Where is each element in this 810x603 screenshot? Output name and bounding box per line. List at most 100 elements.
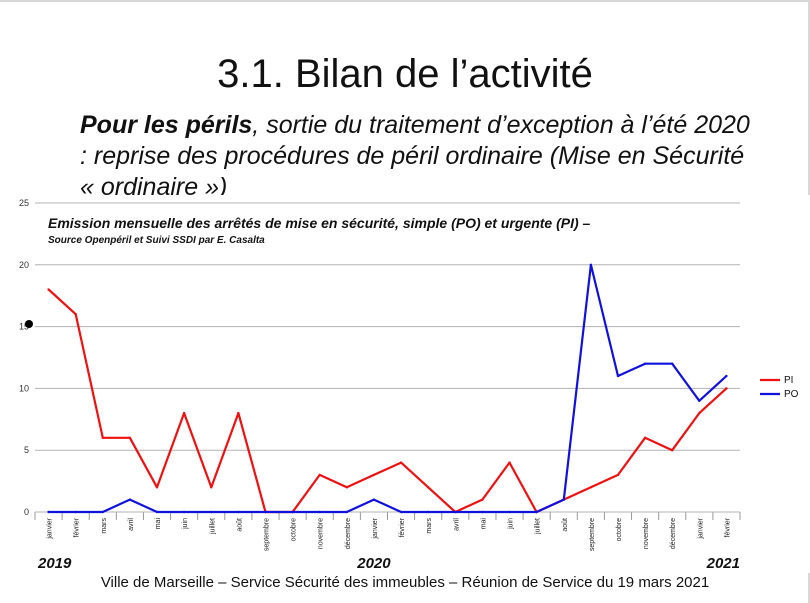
data-point-po	[454, 510, 457, 514]
data-point-po	[74, 510, 77, 514]
x-tick-label: février	[724, 517, 731, 537]
data-point-po	[616, 374, 620, 378]
data-point-po	[210, 510, 213, 514]
x-tick-label: août	[236, 518, 243, 532]
x-tick-label: novembre	[643, 518, 650, 549]
data-point-po	[589, 263, 593, 266]
chart-background	[0, 195, 810, 573]
data-point-pi	[47, 288, 50, 291]
data-point-po	[101, 510, 104, 514]
data-point-pi	[399, 461, 403, 464]
data-point-po	[535, 510, 538, 514]
data-point-po	[508, 510, 511, 514]
data-point-po	[318, 510, 321, 514]
data-point-pi	[698, 411, 701, 415]
x-tick-label: septembre	[589, 518, 596, 551]
x-tick-label: janvier	[697, 517, 704, 539]
x-tick-label: mars	[101, 518, 108, 534]
x-tick-label: juin	[182, 518, 189, 530]
data-point-pi	[426, 486, 430, 489]
data-point-pi	[74, 313, 77, 316]
x-tick-label: novembre	[318, 518, 325, 549]
x-tick-label: janvier	[47, 517, 54, 539]
x-tick-label: avril	[453, 518, 460, 531]
data-point-pi	[237, 411, 240, 415]
y-tick-label: 20	[19, 260, 29, 270]
data-point-po	[345, 510, 349, 514]
x-tick-label: août	[562, 518, 569, 532]
data-point-pi	[508, 461, 511, 464]
x-tick-label: janvier	[372, 517, 379, 539]
data-point-pi	[481, 498, 484, 501]
year-label: 2019	[37, 555, 72, 572]
x-tick-label: juin	[508, 518, 515, 530]
data-point-pi	[589, 486, 593, 489]
slide-footer: Ville de Marseille – Service Sécurité de…	[100, 574, 710, 591]
x-tick-label: juillet	[209, 518, 216, 535]
data-point-pi	[318, 473, 321, 477]
x-tick-label: février	[399, 517, 406, 537]
data-point-po	[399, 510, 403, 514]
data-point-po	[671, 362, 674, 365]
data-point-po	[372, 498, 376, 501]
data-point-po	[562, 498, 565, 501]
data-point-pi	[671, 449, 674, 452]
data-point-pi	[210, 486, 213, 489]
data-point-po	[725, 374, 728, 378]
slide-subtitle: Pour les périls, sortie du traitement d’…	[80, 110, 760, 203]
data-point-pi	[643, 436, 647, 440]
chart-subtitle: Source Openpéril et Suivi SSDI par E. Ca…	[48, 235, 265, 246]
data-point-pi	[155, 486, 159, 489]
year-label: 2020	[356, 555, 391, 572]
series-line-pi	[47, 288, 728, 514]
year-label: 2021	[706, 555, 740, 572]
slide-subtitle-bold: Pour les périls	[80, 111, 253, 139]
x-tick-label: mai	[155, 518, 162, 530]
x-tick-label: mars	[426, 518, 433, 534]
data-point-po	[698, 399, 701, 402]
x-tick-label: octobre	[291, 518, 298, 541]
data-point-pi	[345, 486, 349, 489]
data-point-po	[182, 510, 186, 514]
data-point-po	[481, 510, 484, 514]
x-tick-label: septembre	[263, 518, 270, 551]
legend-label-po: PO	[784, 389, 799, 400]
x-tick-label: décembre	[345, 518, 352, 549]
chart-title: Emission mensuelle des arrêtés de mise e…	[48, 215, 591, 231]
y-tick-label: 5	[24, 445, 29, 455]
legend-label-pi: PI	[784, 375, 793, 386]
data-point-po	[426, 510, 430, 514]
slide-title: 3.1. Bilan de l’activité	[217, 52, 593, 96]
data-point-po	[643, 362, 647, 365]
x-tick-label: octobre	[616, 518, 623, 541]
x-tick-label: décembre	[670, 518, 677, 549]
line-chart: 0 5 10 15 20 25 janvier février mars avril mai juin…	[0, 195, 810, 573]
data-point-po	[237, 510, 240, 514]
data-point-pi	[182, 411, 186, 415]
y-tick-label: 0	[24, 507, 29, 517]
chart-series	[47, 263, 728, 514]
data-point-pi	[372, 473, 376, 477]
y-tick-label: 10	[19, 383, 29, 393]
bullet-dot	[25, 320, 33, 328]
y-tick-label: 25	[19, 198, 29, 208]
x-tick-label: juillet	[535, 518, 542, 535]
data-point-po	[264, 510, 267, 514]
y-tick-label: 15	[19, 322, 29, 332]
data-point-pi	[616, 473, 620, 477]
x-tick-label: février	[74, 517, 81, 537]
series-line-po	[47, 263, 728, 514]
slide-top-border	[0, 0, 810, 2]
data-point-pi	[128, 436, 132, 440]
slide-subtitle-rest: , sortie du traitement d’exception à l’é…	[80, 111, 750, 201]
chart-legend: PI PO	[760, 375, 799, 400]
data-point-pi	[101, 436, 104, 440]
chart-grid	[35, 202, 740, 451]
x-tick-label: mai	[480, 518, 487, 530]
data-point-pi	[725, 387, 728, 390]
data-point-po	[155, 510, 159, 514]
data-point-po	[47, 510, 50, 514]
x-tick-label: avril	[128, 518, 135, 531]
chart-axes: 0 5 10 15 20 25 janvier février mars avril mai juin…	[19, 198, 741, 572]
data-point-po	[128, 498, 132, 501]
